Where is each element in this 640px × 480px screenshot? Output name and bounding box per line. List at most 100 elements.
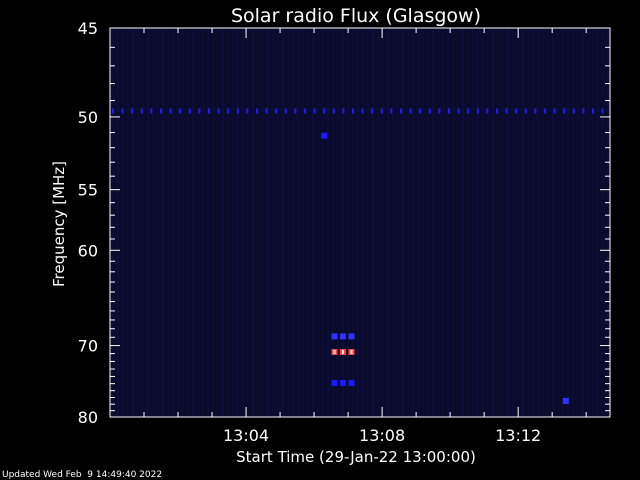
noise-stripe	[452, 28, 454, 417]
band-segment	[544, 108, 546, 114]
noise-stripe	[447, 28, 449, 417]
band-segment	[304, 108, 306, 114]
noise-stripe	[332, 28, 334, 417]
noise-stripe	[427, 28, 429, 417]
noise-stripe	[557, 28, 559, 417]
x-axis: 13:04 13:08 13:12	[143, 28, 587, 445]
chart-title: Solar radio Flux (Glasgow)	[231, 5, 481, 27]
band-segment	[563, 108, 566, 114]
noise-stripe	[422, 28, 424, 417]
band-segment	[409, 108, 412, 114]
noise-stripe	[232, 28, 234, 417]
band-segment	[592, 108, 594, 114]
noise-stripe	[507, 28, 509, 417]
band-segment	[380, 108, 383, 114]
y-tick-label: 55	[78, 181, 98, 200]
band-segment	[457, 108, 460, 114]
noise-stripe	[522, 28, 524, 417]
y-tick-label: 45	[78, 19, 98, 38]
band-segment	[160, 108, 162, 114]
noise-stripe	[502, 28, 504, 417]
x-axis-title: Start Time (29-Jan-22 13:00:00)	[236, 448, 476, 466]
band-segment	[476, 108, 479, 114]
noise-stripe	[492, 28, 494, 417]
x-tick-label: 13:12	[495, 426, 541, 445]
noise-stripe	[342, 28, 344, 417]
band-segment	[227, 108, 230, 114]
band-segment	[419, 108, 422, 114]
band-segment	[236, 108, 239, 114]
emission-spot	[331, 379, 338, 386]
band-segment	[352, 108, 354, 114]
band-segment	[361, 108, 364, 114]
noise-stripe	[607, 28, 609, 417]
noise-stripe	[147, 28, 149, 417]
noise-stripe	[407, 28, 409, 417]
band-segment	[505, 108, 508, 114]
emission-spot	[348, 379, 355, 386]
noise-stripe	[212, 28, 214, 417]
plot-area	[110, 28, 610, 417]
band-segment	[342, 108, 345, 114]
band-segment	[582, 108, 585, 114]
emission-spot	[348, 333, 355, 340]
band-segment	[400, 108, 402, 114]
band-segment	[265, 108, 268, 114]
noise-stripe	[392, 28, 394, 417]
plot-frame	[109, 27, 611, 418]
noise-stripe	[197, 28, 199, 417]
band-segment	[467, 108, 470, 114]
band-segment	[390, 108, 393, 114]
noise-stripe	[307, 28, 309, 417]
noise-stripe	[472, 28, 474, 417]
noise-stripe	[262, 28, 264, 417]
noise-stripe	[272, 28, 274, 417]
noise-stripe	[527, 28, 529, 417]
noise-stripe	[402, 28, 404, 417]
band-segment	[188, 108, 191, 114]
noise-stripe	[142, 28, 144, 417]
noise-stripe	[592, 28, 594, 417]
noise-stripe	[137, 28, 139, 417]
noise-stripe	[152, 28, 154, 417]
band-segment	[294, 108, 297, 114]
noise-stripe	[497, 28, 499, 417]
noise-stripe	[282, 28, 284, 417]
noise-stripe	[172, 28, 174, 417]
noise-stripe	[312, 28, 314, 417]
band-segment	[131, 108, 134, 114]
noise-stripe	[217, 28, 219, 417]
noise-stripe	[222, 28, 224, 417]
noise-stripe	[292, 28, 294, 417]
noise-stripe	[387, 28, 389, 417]
band-segment	[438, 108, 441, 114]
noise-stripe	[162, 28, 164, 417]
noise-stripe	[252, 28, 254, 417]
noise-stripe	[127, 28, 129, 417]
band-segment	[515, 108, 518, 114]
noise-stripe	[587, 28, 589, 417]
noise-stripe	[572, 28, 574, 417]
band-segment	[313, 108, 316, 114]
y-tick-label: 60	[78, 241, 98, 260]
band-segment	[572, 108, 575, 114]
x-tick-label: 13:04	[223, 426, 269, 445]
emission-features	[112, 108, 604, 404]
noise-stripe	[537, 28, 539, 417]
y-tick-label: 80	[78, 408, 98, 427]
noise-stripe	[602, 28, 604, 417]
emission-spot	[340, 333, 346, 340]
band-segment	[332, 108, 335, 114]
band-segment	[275, 108, 278, 114]
band-segment	[284, 108, 287, 114]
noise-stripe	[432, 28, 434, 417]
noise-stripe	[347, 28, 349, 417]
band-segment	[256, 108, 258, 114]
y-axis: 45 50 55 60 70 80	[78, 19, 610, 427]
noise-stripe	[117, 28, 119, 417]
noise-stripe	[442, 28, 444, 417]
band-segment	[150, 108, 153, 114]
noise-stripe	[382, 28, 384, 417]
noise-stripe	[357, 28, 359, 417]
